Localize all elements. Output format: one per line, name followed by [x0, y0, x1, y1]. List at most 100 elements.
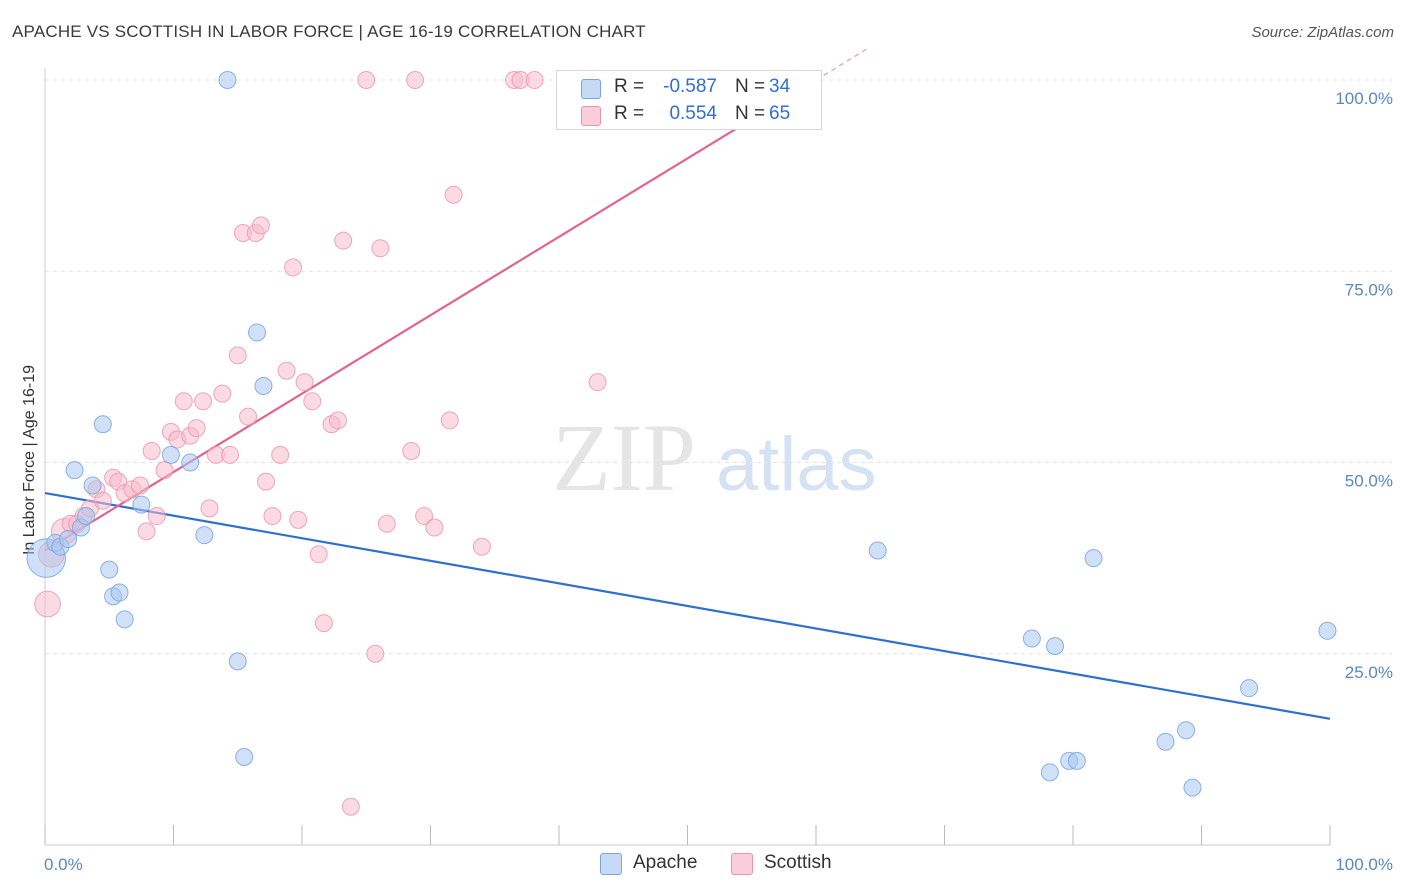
scottish-point-17: [155, 461, 174, 480]
legend-apache-label: Apache: [633, 852, 698, 873]
apache-n-label: N =: [735, 76, 766, 97]
apache-point-24: [1046, 637, 1065, 656]
apache-point-11: [110, 583, 129, 602]
y-tick-label-25: 25.0%: [1345, 663, 1393, 682]
scottish-point-36: [277, 361, 296, 380]
stats-legend: R = -0.587 N = 34 R = 0.554 N = 65: [556, 70, 822, 130]
scottish-point-13: [131, 476, 150, 495]
scottish-point-35: [271, 445, 290, 464]
scottish-point-28: [228, 346, 247, 365]
apache-point-25: [1040, 763, 1059, 782]
scottish-point-50: [377, 514, 396, 533]
scottish-trend-extension: [815, 47, 868, 81]
apache-point-14: [161, 445, 180, 464]
apache-point-30: [1177, 721, 1196, 740]
x-tick-label-min: 0.0%: [44, 855, 83, 874]
scottish-point-54: [425, 518, 444, 537]
scottish-point-33: [257, 472, 276, 491]
legend-apache-swatch: [600, 853, 622, 875]
scottish-point-32: [251, 216, 270, 235]
scottish-point-57: [472, 537, 491, 556]
apache-point-9: [100, 560, 119, 579]
scottish-point-37: [284, 258, 303, 277]
scottish-point-38: [289, 510, 308, 529]
apache-point-22: [868, 541, 887, 560]
scottish-point-48: [366, 644, 385, 663]
scottish-point-24: [200, 499, 219, 518]
scottish-point-41: [309, 545, 328, 564]
scottish-point-51: [402, 442, 421, 461]
scottish-point-55: [440, 411, 459, 430]
scottish-n-label: N =: [735, 103, 766, 124]
grid-layer: [45, 79, 1392, 655]
y-tick-label-75: 75.0%: [1345, 280, 1393, 299]
legend-row-scottish: R = 0.554 N = 65: [557, 102, 821, 128]
apache-point-19: [235, 748, 254, 767]
apache-point-21: [254, 377, 273, 395]
legend-scottish-swatch: [731, 853, 753, 875]
scottish-point-39: [295, 373, 314, 392]
scottish-point-34: [263, 507, 282, 526]
apache-point-20: [248, 323, 267, 342]
x-tick-label-max: 100.0%: [1335, 855, 1393, 874]
apache-n-value: 34: [769, 76, 791, 97]
trend-layer: [44, 47, 1331, 720]
apache-point-6: [77, 507, 96, 526]
scottish-point-44: [328, 411, 347, 430]
apache-point-32: [1240, 679, 1259, 698]
apache-point-23: [1022, 629, 1041, 648]
scottish-point-42: [314, 614, 333, 633]
scottish-point-20: [174, 392, 193, 411]
y-tick-label-50: 50.0%: [1345, 472, 1393, 491]
legend-scottish-label: Scottish: [764, 852, 832, 873]
chart-source: Source: ZipAtlas.com: [1251, 24, 1394, 41]
scottish-r-label: R =: [614, 103, 645, 124]
points-layer: [26, 71, 1337, 816]
apache-point-29: [1156, 732, 1175, 751]
watermark-zip: ZIP: [552, 404, 696, 511]
apache-point-27: [1067, 751, 1086, 770]
apache-point-3: [59, 530, 78, 548]
apache-point-17: [218, 71, 237, 89]
scottish-trend-line: [44, 79, 817, 552]
scottish-point-0: [34, 590, 61, 618]
apache-swatch: [581, 79, 601, 99]
chart-title: APACHE VS SCOTTISH IN LABOR FORCE | AGE …: [12, 22, 646, 41]
apache-point-4: [65, 461, 84, 480]
scottish-point-45: [334, 231, 353, 250]
tick-label-layer: 25.0% 50.0% 75.0% 100.0% 0.0% 100.0%: [44, 89, 1393, 874]
watermark-atlas: atlas: [716, 422, 877, 507]
scottish-point-14: [137, 522, 156, 541]
scottish-point-26: [213, 384, 232, 403]
scottish-point-16: [147, 507, 166, 526]
scottish-point-22: [187, 419, 206, 438]
apache-point-18: [228, 652, 247, 671]
scottish-point-60: [525, 71, 544, 89]
apache-point-15: [181, 453, 200, 472]
apache-point-7: [83, 476, 102, 495]
scottish-point-27: [221, 445, 240, 464]
scottish-point-40: [303, 392, 322, 411]
apache-point-12: [115, 610, 134, 629]
scottish-point-62: [588, 373, 607, 392]
apache-point-31: [1183, 778, 1202, 797]
scottish-point-52: [406, 71, 425, 89]
scottish-point-8: [93, 491, 112, 510]
apache-r-label: R =: [614, 76, 645, 97]
apache-trend-line: [44, 492, 1331, 720]
legend-row-apache: R = -0.587 N = 34: [557, 75, 821, 101]
scottish-point-53: [415, 507, 434, 526]
y-tick-label-100: 100.0%: [1335, 89, 1393, 108]
scottish-n-value: 65: [769, 103, 791, 124]
scottish-point-23: [194, 392, 213, 411]
scottish-point-30: [239, 407, 258, 426]
apache-point-33: [1318, 621, 1337, 640]
scottish-point-49: [371, 239, 390, 258]
apache-point-16: [195, 526, 214, 545]
apache-point-28: [1084, 549, 1103, 568]
apache-point-13: [132, 495, 151, 514]
scottish-point-46: [341, 797, 360, 816]
apache-r-value: -0.587: [663, 76, 717, 97]
axis-layer: [44, 68, 1331, 846]
